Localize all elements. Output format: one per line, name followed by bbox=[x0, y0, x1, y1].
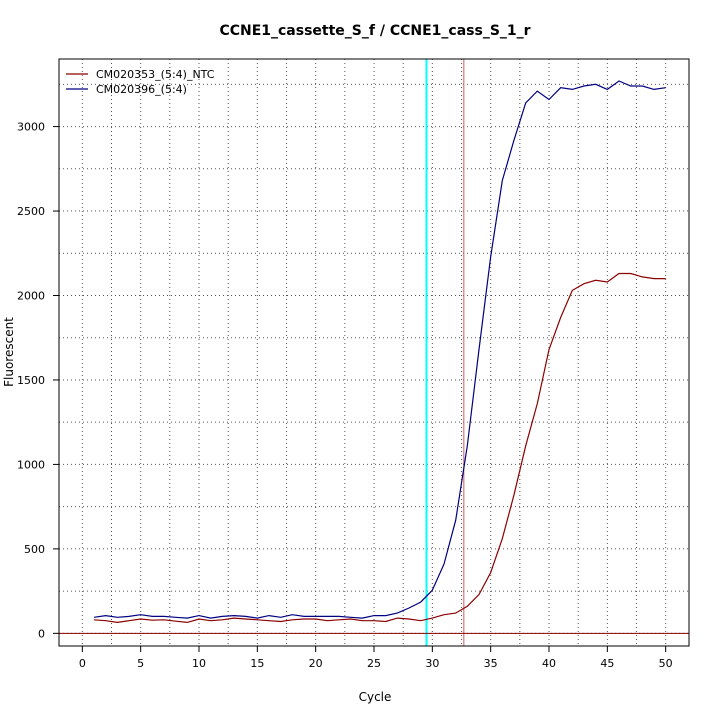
y-axis: 0 500 1000 1500 2000 2500 3000 bbox=[17, 121, 59, 640]
y-tick-label: 1500 bbox=[17, 374, 45, 387]
x-tick-label: 10 bbox=[192, 657, 206, 670]
series-line-2 bbox=[93, 80, 666, 619]
legend-label-1: CM020353_(5:4)_NTC bbox=[96, 68, 215, 81]
y-tick-label: 2000 bbox=[17, 289, 45, 302]
y-tick-label: 0 bbox=[38, 627, 45, 640]
series-group bbox=[93, 80, 666, 624]
y-tick-label: 3000 bbox=[17, 121, 45, 134]
grid bbox=[59, 59, 689, 646]
x-tick-label: 35 bbox=[484, 657, 498, 670]
y-tick-label: 1000 bbox=[17, 458, 45, 471]
y-tick-label: 2500 bbox=[17, 205, 45, 218]
series-line-1 bbox=[93, 272, 666, 624]
x-tick-label: 0 bbox=[79, 657, 86, 670]
x-axis: 0 5 10 15 20 25 30 35 40 45 50 bbox=[79, 646, 673, 670]
x-tick-label: 25 bbox=[367, 657, 381, 670]
x-tick-label: 5 bbox=[137, 657, 144, 670]
y-tick-label: 500 bbox=[24, 543, 45, 556]
x-tick-label: 40 bbox=[542, 657, 556, 670]
legend: CM020353_(5:4)_NTC CM020396_(5:4) bbox=[66, 68, 215, 96]
x-tick-label: 30 bbox=[425, 657, 439, 670]
x-axis-label: Cycle bbox=[359, 690, 392, 704]
x-tick-label: 50 bbox=[659, 657, 673, 670]
y-axis-label: Fluorescent bbox=[2, 317, 16, 387]
reference-lines bbox=[59, 59, 689, 646]
chart-title: CCNE1_cassette_S_f / CCNE1_cass_S_1_r bbox=[219, 23, 530, 39]
x-tick-label: 20 bbox=[309, 657, 323, 670]
x-tick-label: 15 bbox=[250, 657, 264, 670]
legend-label-2: CM020396_(5:4) bbox=[96, 83, 187, 96]
x-tick-label: 45 bbox=[600, 657, 614, 670]
